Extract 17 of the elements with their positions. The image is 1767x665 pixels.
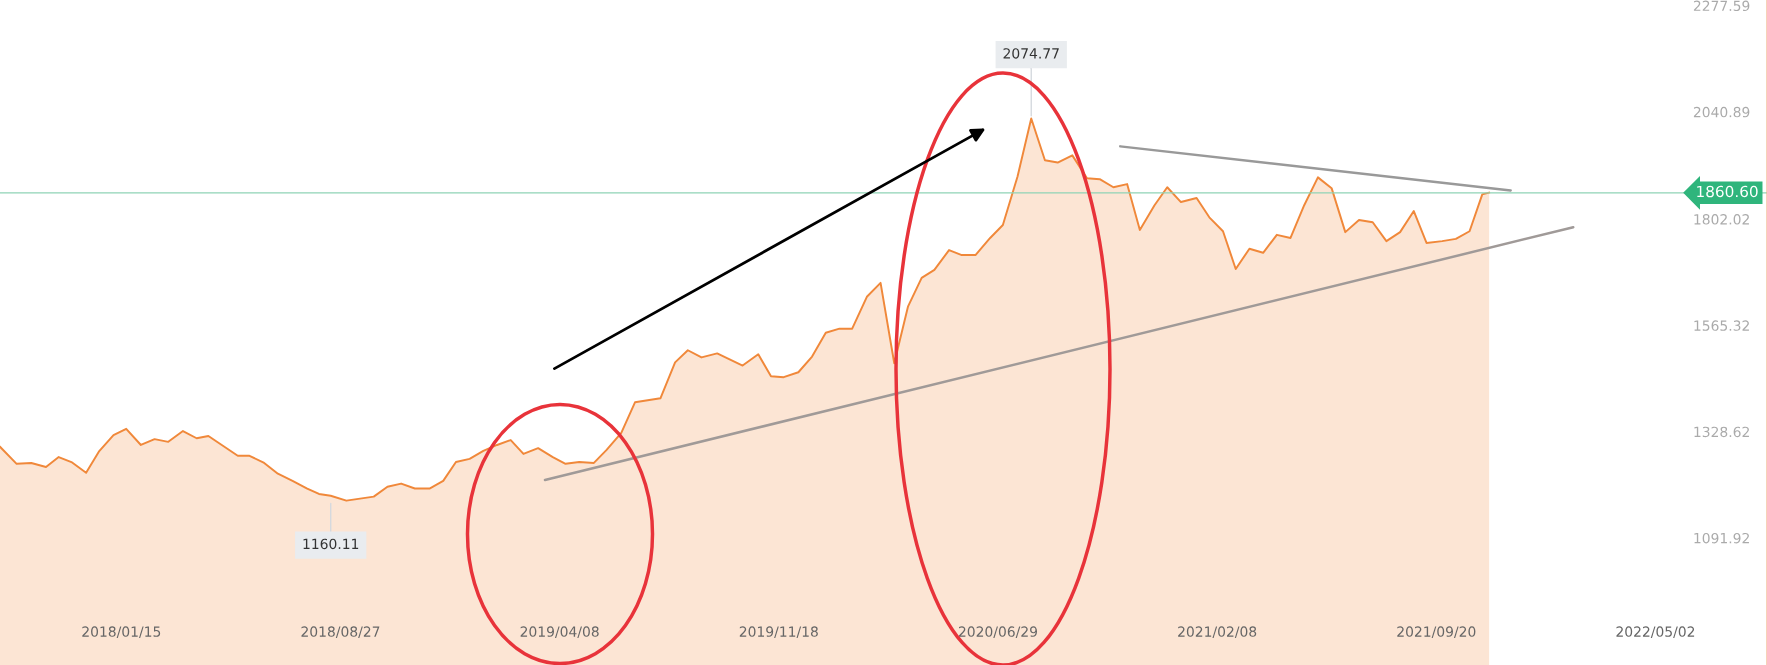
x-tick-label: 2022/05/02 [1616,626,1695,638]
x-tick-label: 2021/02/08 [1178,626,1257,638]
ref-line-label: 1860.60 [1697,185,1758,198]
y-tick-label: 1091.92 [1694,532,1749,544]
y-tick-label: 1802.02 [1694,214,1749,225]
x-tick-label: 2021/09/20 [1397,626,1476,638]
annotation: 1160.11 [303,538,359,550]
x-tick-label: 2020/06/29 [958,626,1038,638]
x-tick-label: 2019/11/18 [739,626,818,638]
x-tick-label: 2019/04/08 [520,626,599,638]
x-tick-label: 2018/08/27 [301,626,380,638]
y-tick-label: 1328.62 [1694,426,1749,438]
y-tick-label: 2277.59 [1693,0,1750,12]
y-tick-label: 1565.32 [1694,320,1749,331]
y-tick-label: 2040.89 [1693,106,1750,118]
annotation: 2074.77 [1003,48,1059,59]
x-tick-label: 2018/01/15 [82,626,161,638]
